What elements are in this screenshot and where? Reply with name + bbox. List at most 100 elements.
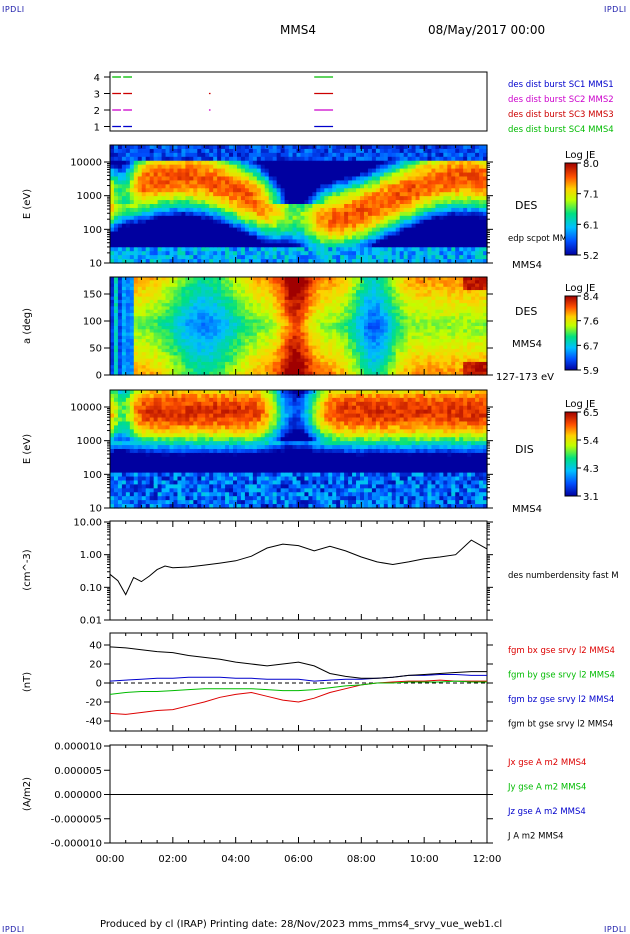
current-ytick-label: 0.000010 bbox=[54, 742, 102, 753]
footer-credit: Produced by cl (IRAP) Printing date: 28/… bbox=[100, 919, 503, 930]
dis-energy-colorbar-label: 5.4 bbox=[583, 436, 599, 447]
current-ytick-label: 0.000000 bbox=[54, 790, 102, 801]
burst-ytick-label: 1 bbox=[94, 123, 100, 134]
burst-legend-entry: des dist burst SC3 MMS3 bbox=[508, 110, 614, 120]
des-energy-ytick-label: 1000 bbox=[77, 191, 102, 202]
des-pitch-colorbar-title: Log JE bbox=[565, 283, 595, 294]
density-ylabel: (cm^-3) bbox=[22, 549, 33, 590]
des-pitch-colorbar-label: 7.6 bbox=[583, 317, 599, 328]
des-pitch-ytick-label: 150 bbox=[83, 290, 102, 301]
burst-ytick-label: 4 bbox=[94, 73, 100, 84]
des-energy-colorbar-label: 8.0 bbox=[583, 159, 599, 170]
current-ylabel: (A/m2) bbox=[22, 777, 33, 811]
des-pitch-label: DES bbox=[515, 305, 537, 318]
des-pitch-ytick-label: 50 bbox=[89, 344, 102, 355]
dis-energy-colorbar-label: 6.5 bbox=[583, 408, 599, 419]
des-pitch-ytick-label: 100 bbox=[83, 317, 102, 328]
fgm-ytick-label: -20 bbox=[86, 698, 102, 709]
des-energy-colorbar-label: 6.1 bbox=[583, 220, 599, 231]
dis-energy-ylabel: E (eV) bbox=[22, 434, 33, 464]
density-legend-entry: des numberdensity fast M bbox=[508, 571, 619, 581]
current-legend-entry: Jz gse A m2 MMS4 bbox=[507, 807, 586, 817]
dis-energy-ytick-label: 10000 bbox=[70, 403, 102, 414]
spacecraft-title: MMS4 bbox=[280, 23, 316, 37]
des-pitch-colorbar-label: 8.4 bbox=[583, 292, 599, 303]
xaxis-tick-label: 04:00 bbox=[221, 854, 250, 865]
fgm-ytick-label: 40 bbox=[89, 641, 102, 652]
xaxis-tick-label: 02:00 bbox=[158, 854, 187, 865]
fgm-series-line bbox=[109, 674, 487, 682]
xaxis-tick-label: 06:00 bbox=[284, 854, 313, 865]
des-energy-ylabel: E (eV) bbox=[22, 189, 33, 219]
fgm-legend-entry: fgm bz gse srvy l2 MMS4 bbox=[508, 695, 614, 705]
burst-legend-entry: des dist burst SC4 MMS4 bbox=[508, 125, 614, 135]
burst-legend-entry: des dist burst SC1 MMS1 bbox=[508, 80, 614, 90]
des-energy-sc-label: MMS4 bbox=[512, 260, 542, 271]
dis-energy-label: DIS bbox=[515, 443, 534, 456]
current-ytick-label: -0.000005 bbox=[51, 814, 102, 825]
des-pitch-colorbar-label: 6.7 bbox=[583, 341, 599, 352]
dis-energy-heatmap bbox=[110, 390, 488, 509]
des-energy-ytick-label: 10000 bbox=[70, 158, 102, 169]
xaxis-tick-label: 08:00 bbox=[347, 854, 376, 865]
dis-energy-colorbar-label: 3.1 bbox=[583, 492, 599, 503]
fgm-legend-entry: fgm bx gse srvy l2 MMS4 bbox=[508, 646, 615, 656]
density-ytick-label: 10.00 bbox=[73, 518, 102, 529]
des-energy-colorbar bbox=[564, 162, 578, 256]
fgm-ylabel: (nT) bbox=[22, 672, 33, 692]
dis-energy-sc-label: MMS4 bbox=[512, 504, 542, 515]
dis-energy-ytick-label: 1000 bbox=[77, 436, 102, 447]
corner-label-bottom-left: IPDLI bbox=[2, 925, 25, 934]
summary-plot: 1 2 3 4 des dist burst SC1 MMS1 des dist burs… bbox=[22, 71, 619, 865]
des-energy-ytick-label: 10 bbox=[89, 259, 102, 270]
scpot-label: edp scpot MMS4 bbox=[508, 234, 578, 244]
fgm-series-line bbox=[109, 646, 487, 679]
des-pitch-colorbar-label: 5.9 bbox=[583, 366, 599, 377]
burst-legend-entry: des dist burst SC2 MMS2 bbox=[508, 95, 614, 105]
energy-range-label: 127-173 eV bbox=[496, 372, 554, 383]
des-energy-label: DES bbox=[515, 199, 537, 212]
des-pitch-ytick-label: 0 bbox=[96, 371, 102, 382]
des-pitch-colorbar bbox=[564, 295, 578, 371]
current-legend-entry: Jx gse A m2 MMS4 bbox=[507, 758, 586, 768]
des-energy-ytick-label: 100 bbox=[83, 225, 102, 236]
corner-label-bottom-right: IPDLI bbox=[604, 925, 627, 934]
current-legend-entry: J A m2 MMS4 bbox=[507, 832, 564, 842]
current-ytick-label: -0.000010 bbox=[51, 839, 102, 850]
xaxis-tick-label: 00:00 bbox=[96, 854, 125, 865]
density-ytick-label: 0.10 bbox=[80, 583, 102, 594]
des-energy-colorbar-label: 5.2 bbox=[583, 251, 599, 262]
current-legend-entry: Jy gse A m2 MMS4 bbox=[507, 783, 586, 793]
density-series-line bbox=[109, 539, 488, 596]
dis-energy-ytick-label: 100 bbox=[83, 470, 102, 481]
dis-energy-ytick-label: 10 bbox=[89, 504, 102, 515]
des-pitch-sc-label: MMS4 bbox=[512, 339, 542, 350]
des-energy-heatmap bbox=[110, 145, 488, 264]
fgm-legend-entry: fgm by gse srvy l2 MMS4 bbox=[508, 671, 615, 681]
dis-energy-colorbar bbox=[564, 411, 578, 497]
burst-ytick-label: 3 bbox=[94, 90, 100, 101]
burst-panel-frame bbox=[109, 71, 488, 132]
datetime-title: 08/May/2017 00:00 bbox=[428, 23, 546, 37]
fgm-ytick-label: -40 bbox=[86, 717, 102, 728]
des-pitch-heatmap bbox=[110, 277, 488, 376]
density-frame bbox=[109, 520, 488, 621]
xaxis-tick-label: 10:00 bbox=[410, 854, 439, 865]
fgm-series-line bbox=[109, 679, 487, 715]
burst-ytick-label: 2 bbox=[94, 106, 100, 117]
corner-label-top-right: IPDLI bbox=[604, 5, 627, 14]
density-ytick-label: 1.00 bbox=[80, 550, 102, 561]
fgm-series-line bbox=[109, 680, 487, 695]
dis-energy-colorbar-title: Log JE bbox=[565, 399, 595, 410]
fgm-ytick-label: 20 bbox=[89, 660, 102, 671]
fgm-ytick-label: 0 bbox=[96, 679, 102, 690]
des-energy-colorbar-title: Log JE bbox=[565, 150, 595, 161]
xaxis-tick-label: 12:00 bbox=[473, 854, 502, 865]
corner-label-top-left: IPDLI bbox=[2, 5, 25, 14]
des-energy-colorbar-label: 7.1 bbox=[583, 190, 599, 201]
dis-energy-colorbar-label: 4.3 bbox=[583, 464, 599, 475]
current-ytick-label: 0.000005 bbox=[54, 766, 102, 777]
des-pitch-ylabel: a (deg) bbox=[22, 308, 33, 344]
fgm-legend-entry: fgm bt gse srvy l2 MMS4 bbox=[508, 720, 613, 730]
density-ytick-label: 0.01 bbox=[80, 616, 102, 627]
